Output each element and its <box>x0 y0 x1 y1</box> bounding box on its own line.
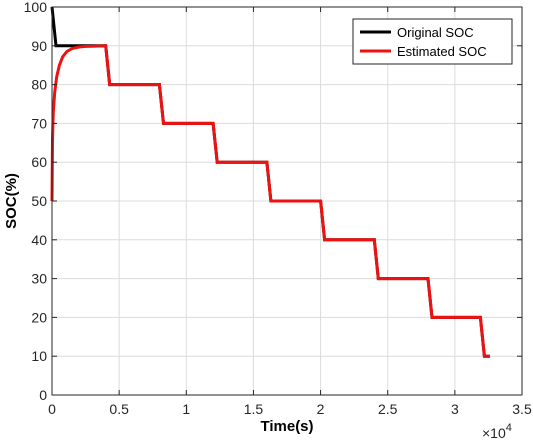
y-tick-label: 20 <box>31 309 47 325</box>
y-tick-label: 40 <box>31 232 47 248</box>
y-tick-label: 80 <box>31 77 47 93</box>
x-axis-exponent: ×104 <box>482 422 512 441</box>
x-tick-label: 1.5 <box>244 401 264 417</box>
y-tick-label: 10 <box>31 348 47 364</box>
x-tick-label: 2 <box>317 401 325 417</box>
y-tick-label: 50 <box>31 193 47 209</box>
axis-ticks <box>51 6 523 396</box>
legend: Original SOC Estimated SOC <box>352 18 513 65</box>
x-axis-exponent-base: ×10 <box>482 425 506 441</box>
legend-box <box>352 18 513 65</box>
x-tick-label: 1 <box>182 401 190 417</box>
y-axis-label: SOC(%) <box>3 173 20 229</box>
tick-labels: 0 0.5 1 1.5 2 2.5 3 3.5 0 10 20 30 40 50 60 70 80 90 100 <box>24 0 532 417</box>
x-axis-label: Time(s) <box>260 418 313 435</box>
legend-label-estimated-soc: Estimated SOC <box>397 44 487 59</box>
x-tick-label: 0.5 <box>109 401 129 417</box>
y-tick-label: 70 <box>31 115 47 131</box>
y-tick-label: 90 <box>31 38 47 54</box>
y-tick-label: 0 <box>39 387 47 403</box>
y-tick-label: 30 <box>31 271 47 287</box>
x-axis-exponent-power: 4 <box>506 422 512 434</box>
legend-label-original-soc: Original SOC <box>397 25 474 40</box>
y-tick-label: 60 <box>31 154 47 170</box>
x-tick-label: 3.5 <box>512 401 532 417</box>
x-tick-label: 3 <box>451 401 459 417</box>
y-tick-label: 100 <box>24 0 48 15</box>
x-tick-label: 2.5 <box>378 401 398 417</box>
grid-lines <box>52 7 522 395</box>
series-line-estimated-soc <box>50 44 490 358</box>
x-tick-label: 0 <box>48 401 56 417</box>
series-layer <box>50 6 490 358</box>
